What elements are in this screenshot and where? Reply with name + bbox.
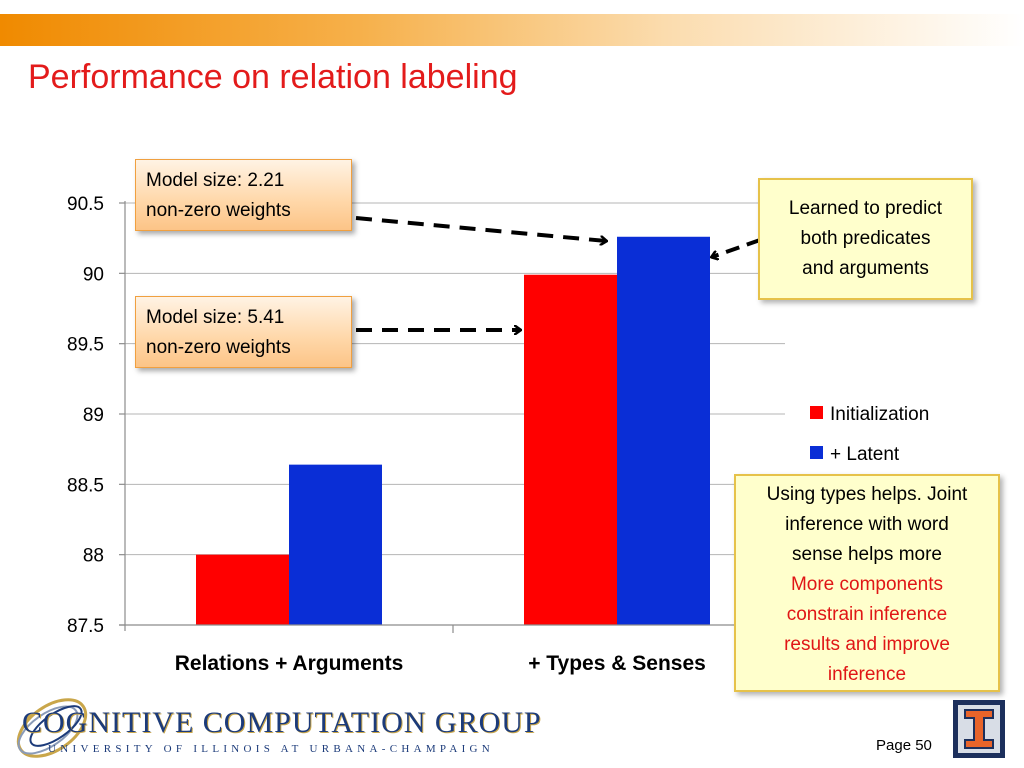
types-line-1: Using types helps. Joint [766, 484, 968, 505]
arrow-to-latent-bar [355, 216, 606, 241]
bar-chart: 87.5 88 88.5 89 89.5 90 90.5 Relations + Argume… [67, 194, 929, 675]
components-line-4: inference [827, 664, 907, 685]
learned-line-1: Learned to predict [788, 198, 943, 219]
slide-title: Performance on relation labeling [28, 58, 518, 96]
components-line-1: More components [790, 574, 944, 595]
page-number: Page 50 [876, 737, 932, 754]
learned-callout: Learned to predict both predicates and a… [758, 178, 973, 300]
legend-label: + Latent [830, 444, 900, 465]
x-category-label: + Types & Senses [528, 652, 706, 675]
legend-swatch [810, 446, 823, 459]
y-tick-label: 88.5 [67, 475, 104, 496]
types-line-2: inference with word [785, 514, 949, 535]
x-category-label: Relations + Arguments [175, 652, 404, 675]
illinois-block-i-icon [953, 700, 1005, 758]
university-name: UNIVERSITY OF ILLINOIS AT URBANA-CHAMPAI… [48, 743, 495, 755]
y-tick-label: 89.5 [67, 335, 104, 356]
learned-line-3: and arguments [802, 258, 929, 279]
components-line-2: constrain inference [786, 604, 948, 625]
model-size-2-line-1: Model size: 5.41 [146, 307, 285, 328]
model-size-2-line-2: non-zero weights [146, 337, 291, 358]
y-tick-label: 88 [83, 546, 104, 567]
legend-swatch [810, 406, 823, 419]
types-callout: Using types helps. Joint inference with … [734, 474, 1000, 692]
swoosh-icon [16, 698, 88, 758]
model-size-callout-1: Model size: 2.21 non-zero weights [135, 159, 352, 231]
group-logo: COGNITIVE COMPUTATION GROUP UNIVERSITY O… [8, 684, 541, 764]
legend-label: Initialization [830, 404, 929, 425]
bar-latent [289, 464, 382, 625]
bar-initialization [524, 274, 617, 625]
types-line-3: sense helps more [792, 544, 942, 565]
model-size-1-line-2: non-zero weights [146, 200, 291, 221]
bar-initialization [196, 554, 289, 625]
header-accent-bar [0, 14, 1024, 46]
y-tick-label: 90.5 [67, 194, 104, 215]
y-tick-label: 90 [83, 264, 104, 285]
y-tick-label: 89 [83, 405, 104, 426]
model-size-callout-2: Model size: 5.41 non-zero weights [135, 296, 352, 368]
bar-latent [617, 236, 710, 625]
model-size-1-line-1: Model size: 2.21 [146, 170, 285, 191]
learned-line-2: both predicates [800, 228, 931, 249]
group-name: COGNITIVE COMPUTATION GROUP [22, 706, 542, 739]
arrow-from-learned-callout [712, 238, 761, 257]
y-tick-label: 87.5 [67, 616, 104, 637]
components-line-3: results and improve [784, 634, 950, 655]
